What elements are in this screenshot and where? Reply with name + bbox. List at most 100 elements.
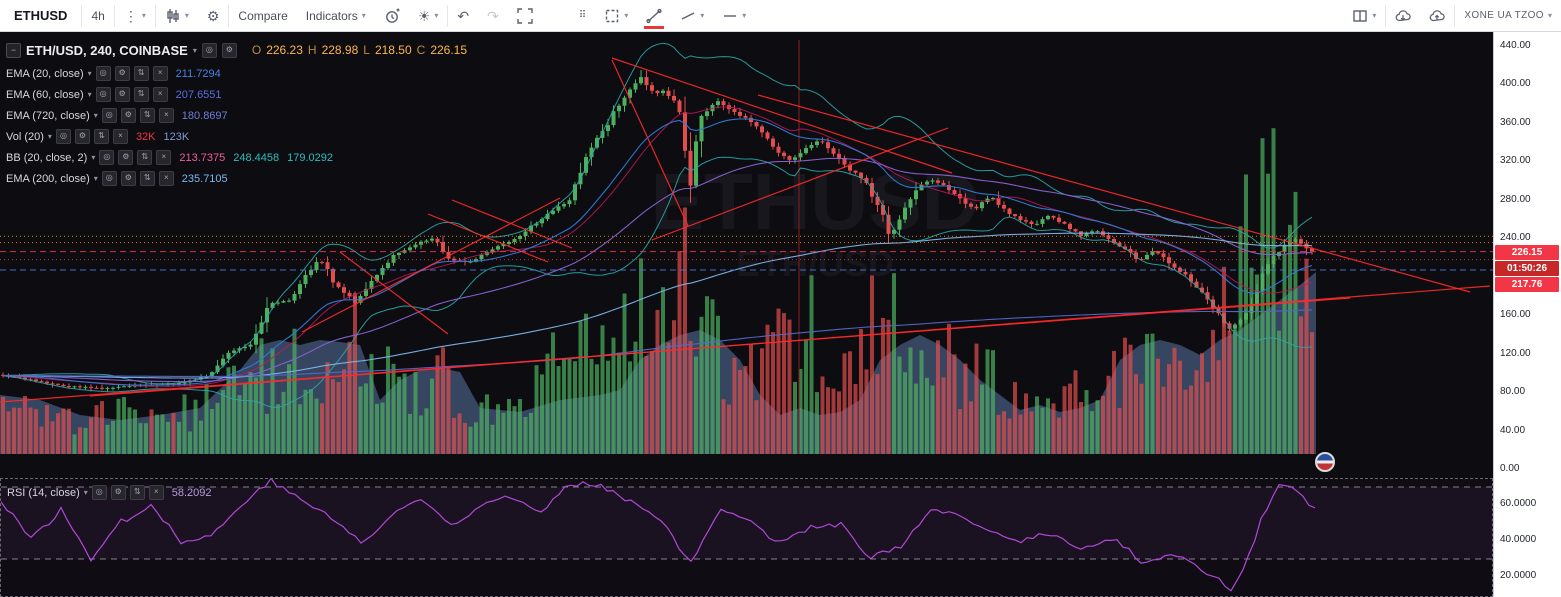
gear-icon[interactable]: ⚙ (120, 108, 136, 123)
gear-icon[interactable]: ⚙ (74, 129, 90, 144)
move-icon[interactable]: ⇅ (133, 87, 149, 102)
chevron-down-icon[interactable]: ▾ (47, 132, 52, 141)
add-alert-button[interactable] (375, 0, 409, 31)
indicator-value: 180.8697 (181, 109, 228, 122)
legend-collapse-icon[interactable]: − (6, 42, 21, 58)
divider (113, 4, 115, 27)
close-icon[interactable]: × (158, 171, 174, 186)
chevron-down-icon[interactable]: ▾ (91, 153, 96, 162)
indicators-button[interactable]: Indicators ▾ (305, 8, 366, 23)
indicator-label[interactable]: BB (20, close, 2) (6, 151, 88, 164)
publish-idea-icon[interactable] (1315, 452, 1335, 472)
price-tick: 0.00 (1500, 463, 1520, 474)
undo-button[interactable]: ↶ (448, 0, 478, 31)
eye-icon[interactable]: ◎ (95, 87, 111, 102)
move-icon[interactable]: ⇅ (93, 129, 109, 144)
price-chart[interactable] (0, 32, 1493, 470)
move-icon[interactable]: ⇅ (137, 150, 153, 165)
close-icon[interactable]: × (158, 108, 174, 123)
indicator-legend-rows: EMA (20, close) ▾ ◎ ⚙ ⇅ × 211.7294 EMA (60, clo… (6, 63, 467, 189)
chevron-down-icon[interactable]: ▾ (87, 90, 92, 99)
gear-icon[interactable]: ⚙ (114, 87, 130, 102)
cursor-tool-button[interactable]: ▾ (595, 0, 637, 31)
gear-icon[interactable]: ⚙ (221, 42, 237, 58)
chevron-down-icon[interactable]: ▾ (93, 174, 98, 183)
eye-icon[interactable]: ◎ (201, 42, 217, 58)
eye-icon[interactable]: ◎ (99, 150, 115, 165)
eye-icon[interactable]: ◎ (95, 66, 111, 81)
chevron-down-icon[interactable]: ▾ (192, 45, 197, 55)
symbol-search-input[interactable]: ETHUSD (14, 8, 68, 23)
rsi-value: 58.2092 (171, 486, 212, 499)
gear-icon[interactable]: ⚙ (114, 66, 130, 81)
close-icon[interactable]: × (152, 87, 168, 102)
eye-icon[interactable]: ◎ (101, 171, 117, 186)
price-tick: 240.00 (1500, 232, 1531, 244)
fullscreen-button[interactable] (508, 0, 542, 31)
chart-settings-button[interactable]: ⚙ (198, 0, 229, 31)
rsi-pane[interactable]: RSI (14, close) ▾ ◎ ⚙ ⇅ × 58.2092 (0, 478, 1493, 597)
indicator-label[interactable]: Vol (20) (6, 130, 44, 143)
chevron-down-icon[interactable]: ▾ (87, 69, 92, 78)
layout-button[interactable]: ▾ (1343, 0, 1385, 31)
gear-icon[interactable]: ⚙ (118, 150, 134, 165)
price-tick: 120.00 (1500, 347, 1531, 359)
load-chart-button[interactable] (1386, 0, 1420, 31)
horizontal-line-icon (724, 14, 737, 17)
indicator-value: 179.0292 (287, 151, 334, 164)
layout-grid-icon (1353, 9, 1368, 22)
close-icon[interactable]: × (156, 150, 172, 165)
compare-button[interactable]: Compare (238, 8, 288, 23)
account-menu-button[interactable]: XONE UA TZOO ▾ (1464, 10, 1552, 21)
indicator-label[interactable]: EMA (60, close) (6, 88, 84, 101)
redo-button[interactable]: ↷ (478, 0, 508, 31)
eye-icon[interactable]: ◎ (91, 485, 107, 500)
price-tick: 440.00 (1500, 39, 1531, 51)
close-icon[interactable]: × (112, 129, 128, 144)
eye-icon[interactable]: ◎ (55, 129, 71, 144)
price-tick: 400.00 (1500, 78, 1531, 90)
interval-button[interactable]: 4h (91, 8, 105, 23)
chevron-down-icon[interactable]: ▾ (83, 488, 88, 497)
rsi-label[interactable]: RSI (14, close) (7, 486, 80, 499)
marquee-select-icon (605, 9, 619, 22)
drag-handle[interactable]: ⠿ (570, 0, 595, 31)
move-icon[interactable]: ⇅ (139, 108, 155, 123)
gear-icon[interactable]: ⚙ (120, 171, 136, 186)
gear-icon: ⚙ (206, 7, 220, 24)
rsi-tick: 60.0000 (1500, 498, 1537, 509)
move-icon[interactable]: ⇅ (129, 485, 145, 500)
price-axis[interactable]: 226.15 01:50:26 217.76 440.00 400.00 360.0… (1493, 32, 1561, 597)
bar-countdown-badge: 01:50:26 (1495, 261, 1559, 276)
indicator-value: 248.4458 (233, 151, 280, 164)
chevron-down-icon[interactable]: ▾ (93, 111, 98, 120)
save-chart-button[interactable] (1420, 0, 1454, 31)
move-icon[interactable]: ⇅ (133, 66, 149, 81)
undo-icon: ↶ (457, 7, 470, 24)
legend-row-2: EMA (720, close) ▾ ◎ ⚙ ⇅ × 180.8697 (6, 105, 467, 126)
chevron-down-icon: ▾ (361, 11, 366, 20)
price-pane[interactable]: ETHUSD ETH/USD − ETH/USD, 240, COINBASE … (0, 32, 1493, 470)
divider (81, 4, 83, 27)
chart-title[interactable]: ETH/USD, 240, COINBASE (26, 42, 188, 58)
low-value: 218.50 (374, 43, 412, 57)
eye-icon[interactable]: ◎ (101, 108, 117, 123)
indicator-label[interactable]: EMA (20, close) (6, 67, 84, 80)
gear-icon[interactable]: ⚙ (110, 485, 126, 500)
rsi-tick: 40.0000 (1500, 534, 1537, 545)
rsi-chart[interactable] (1, 479, 1492, 596)
themes-button[interactable]: ☀ ▾ (409, 0, 448, 31)
close-icon[interactable]: × (152, 66, 168, 81)
move-icon[interactable]: ⇅ (139, 171, 155, 186)
trend-line-tool-button-active[interactable] (637, 0, 671, 31)
indicator-label[interactable]: EMA (720, close) (6, 109, 90, 122)
horizontal-line-tool-button[interactable]: ▾ (713, 0, 755, 31)
redo-icon: ↷ (487, 7, 499, 24)
indicator-value: 235.7105 (181, 172, 228, 185)
chart-style-button[interactable]: ▾ (156, 0, 198, 31)
close-icon[interactable]: × (148, 485, 164, 500)
indicator-label[interactable]: EMA (200, close) (6, 172, 90, 185)
chart-legend: − ETH/USD, 240, COINBASE ▾ ◎ ⚙ O 226.23 H… (6, 41, 467, 189)
line-tool-button[interactable]: ▾ (671, 0, 713, 31)
interval-menu-button[interactable]: ⋮ ▾ (115, 0, 155, 31)
